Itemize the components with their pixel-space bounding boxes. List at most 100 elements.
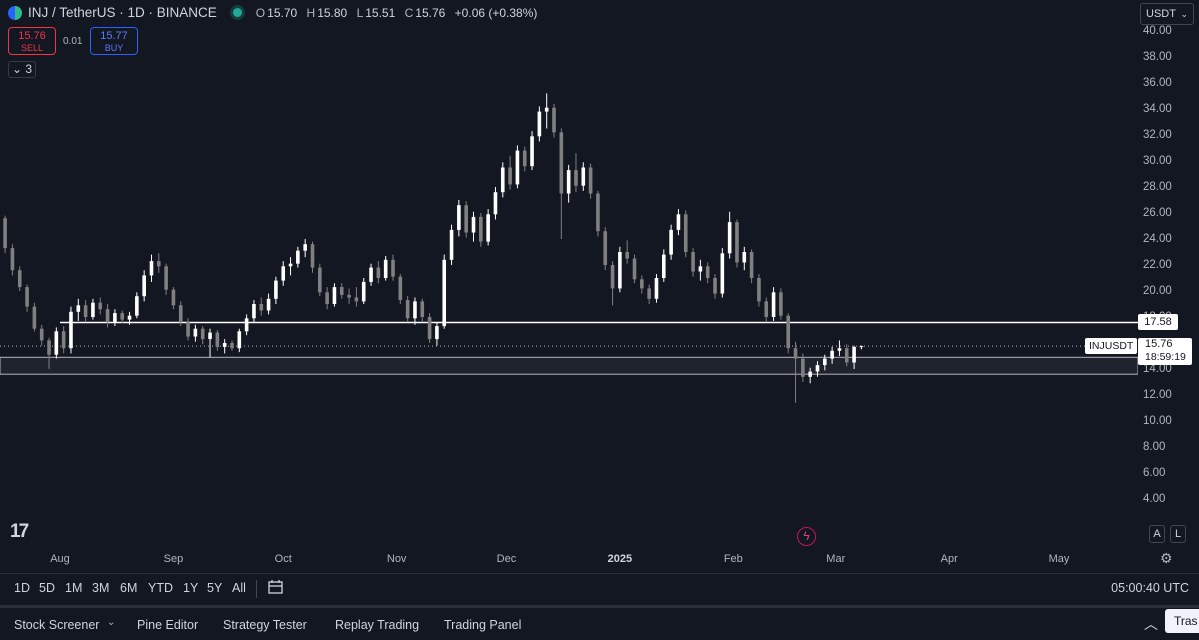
y-tick-label: 30.00 xyxy=(1143,155,1172,167)
candle-body xyxy=(127,315,132,320)
chevron-down-icon[interactable]: ⌄ xyxy=(107,617,116,628)
panel-tab-replay-trading[interactable]: Replay Trading xyxy=(335,618,420,632)
candle-body xyxy=(296,250,300,264)
tooltip: Tras xyxy=(1165,609,1199,633)
candle-body xyxy=(398,276,403,301)
buy-button[interactable]: 15.77 BUY xyxy=(90,27,138,55)
symbol-title[interactable]: INJ / TetherUS · 1D · BINANCE xyxy=(28,5,217,20)
tradingview-logo-icon[interactable]: 17 xyxy=(10,521,29,542)
candle-body xyxy=(691,252,695,272)
panel-tab-pine-editor[interactable]: Pine Editor xyxy=(137,618,199,632)
candle-body xyxy=(442,259,447,327)
candle-body xyxy=(32,306,37,329)
low-value: 15.51 xyxy=(365,5,396,20)
candle-body xyxy=(566,170,571,194)
panel-tab-stock-screener[interactable]: Stock Screener xyxy=(14,618,100,632)
candle-body xyxy=(764,301,769,317)
candle-body xyxy=(61,331,66,349)
candle-body xyxy=(69,311,73,349)
candle-body xyxy=(186,322,190,337)
coin-logo-icon xyxy=(8,5,22,20)
candle-body xyxy=(208,332,212,340)
indicators-toggle-button[interactable]: ⌄ 3 xyxy=(8,61,36,78)
candle-body xyxy=(237,331,242,349)
y-tick-label: 14.00 xyxy=(1143,363,1172,375)
range-button-all[interactable]: All xyxy=(232,581,246,595)
calendar-range-icon[interactable] xyxy=(267,579,284,596)
spread-value: 0.01 xyxy=(63,36,83,47)
chart-area[interactable]: INJ / TetherUS · 1D · BINANCE O 15.70 H 15… xyxy=(0,0,1199,570)
range-button-3m[interactable]: 3M xyxy=(92,581,110,595)
auto-scale-button[interactable]: A xyxy=(1149,525,1165,543)
range-button-5d[interactable]: 5D xyxy=(39,581,55,595)
y-tick-label: 6.00 xyxy=(1143,467,1166,479)
panel-tab-strategy-tester[interactable]: Strategy Tester xyxy=(223,618,307,632)
candlestick-chart[interactable] xyxy=(0,0,1138,545)
x-tick-label: Aug xyxy=(50,553,70,565)
candle-body xyxy=(391,259,395,277)
utc-clock[interactable]: 05:00:40 UTC xyxy=(1111,581,1189,595)
y-tick-label: 28.00 xyxy=(1143,181,1172,193)
high-value: 15.80 xyxy=(317,5,348,20)
candle-body xyxy=(808,371,812,377)
y-tick-label: 38.00 xyxy=(1143,51,1172,63)
candle-body xyxy=(471,216,476,233)
gear-icon[interactable]: ⚙ xyxy=(1160,550,1173,566)
lightning-icon[interactable]: ϟ xyxy=(797,527,816,546)
panel-tab-trading-panel[interactable]: Trading Panel xyxy=(444,618,522,632)
range-button-ytd[interactable]: YTD xyxy=(148,581,173,595)
chevron-up-icon[interactable]: ︿ xyxy=(1144,616,1158,632)
candle-body xyxy=(661,254,666,278)
level-price-tag: 17.58 xyxy=(1138,314,1178,330)
y-tick-label: 32.00 xyxy=(1143,129,1172,141)
range-button-1m[interactable]: 1M xyxy=(65,581,83,595)
candle-body xyxy=(142,275,146,297)
candle-body xyxy=(801,358,805,377)
candle-body xyxy=(508,167,512,185)
x-tick-label: Mar xyxy=(826,553,846,565)
sell-button[interactable]: 15.76 SELL xyxy=(8,27,56,55)
candle-body xyxy=(618,252,622,289)
candle-body xyxy=(837,348,842,351)
candle-body xyxy=(559,132,564,194)
candle-body xyxy=(530,136,534,167)
y-tick-label: 20.00 xyxy=(1143,285,1172,297)
range-button-1d[interactable]: 1D xyxy=(14,581,30,595)
candle-body xyxy=(83,305,88,317)
chevron-down-icon: ⌄ xyxy=(11,62,23,76)
candle-body xyxy=(164,266,168,290)
candle-body xyxy=(771,292,776,317)
x-tick-label: May xyxy=(1048,553,1070,565)
candle-body xyxy=(749,252,754,278)
candle-body xyxy=(735,222,739,263)
candle-body xyxy=(310,244,315,268)
candle-body xyxy=(640,279,644,289)
y-tick-label: 10.00 xyxy=(1143,415,1172,427)
candle-body xyxy=(135,296,139,316)
candle-body xyxy=(157,261,161,267)
candle-body xyxy=(830,350,834,359)
x-tick-label: Oct xyxy=(274,553,292,565)
candle-body xyxy=(683,214,688,252)
symbol-price-tag: INJUSDT xyxy=(1085,338,1138,354)
range-button-1y[interactable]: 1Y xyxy=(183,581,199,595)
candle-body xyxy=(354,297,359,302)
candle-body xyxy=(793,348,798,359)
sell-price: 15.76 xyxy=(18,30,46,42)
candle-body xyxy=(852,346,856,363)
range-button-5y[interactable]: 5Y xyxy=(207,581,223,595)
bar-countdown: 18:59:19 xyxy=(1145,351,1186,363)
buy-price: 15.77 xyxy=(100,30,128,42)
candle-body xyxy=(332,287,337,304)
x-tick-label: 2025 xyxy=(607,553,633,565)
candle-body xyxy=(171,289,176,306)
candle-body xyxy=(574,170,578,186)
range-button-6m[interactable]: 6M xyxy=(120,581,138,595)
last-price-tag: 15.76 18:59:19 xyxy=(1138,338,1192,365)
candle-body xyxy=(515,150,520,185)
candle-body xyxy=(230,343,234,349)
candle-body xyxy=(318,267,322,293)
currency-select[interactable]: USDT ⌄ xyxy=(1140,3,1194,25)
log-scale-button[interactable]: L xyxy=(1170,525,1186,543)
candle-body xyxy=(54,331,59,355)
